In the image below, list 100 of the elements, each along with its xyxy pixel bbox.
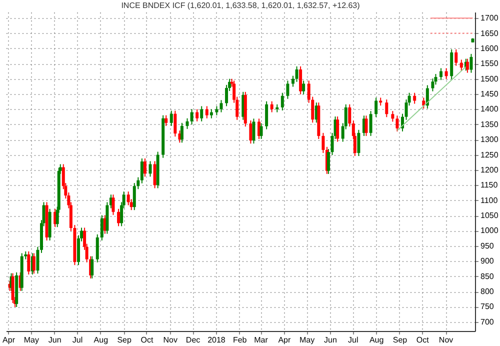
y-tick-label: 750 — [480, 302, 494, 312]
candlestick — [364, 115, 368, 136]
candlestick — [265, 100, 268, 130]
candlestick — [454, 48, 458, 66]
candlestick — [431, 78, 434, 92]
y-tick-label: 1200 — [480, 165, 499, 174]
x-tick-label: Sep — [392, 336, 408, 344]
candlestick — [96, 234, 99, 263]
candlestick — [357, 129, 360, 157]
candlestick — [295, 66, 298, 82]
candlestick — [260, 122, 263, 140]
candlestick — [36, 246, 40, 274]
candlestick — [32, 252, 36, 274]
candlestick — [299, 66, 302, 95]
candlestick — [220, 100, 223, 113]
candlestick — [413, 92, 416, 104]
y-tick-label: 1150 — [480, 180, 498, 190]
candlestick — [391, 110, 394, 122]
x-tick-label: Jun — [324, 336, 337, 344]
x-tick-label: Apr — [2, 336, 16, 344]
candlestick — [140, 158, 144, 184]
candlestick — [153, 160, 156, 189]
y-tick-label: 1250 — [480, 150, 499, 160]
candlestick — [148, 160, 152, 178]
y-tick-label: 850 — [480, 272, 494, 281]
y-tick-label: 1650 — [480, 28, 499, 38]
y-tick-label: 1700 — [480, 14, 499, 23]
candlestick — [444, 68, 448, 80]
candlestick — [100, 214, 104, 241]
x-tick-label: Feb — [232, 336, 248, 344]
candlestick — [190, 108, 194, 125]
candlestick — [440, 68, 443, 81]
x-tick-label: Nov — [438, 336, 454, 344]
candlestick — [348, 104, 352, 128]
x-tick-label: Jul — [348, 336, 358, 344]
candlestick — [291, 75, 294, 88]
candlestick — [302, 80, 306, 95]
candlestick — [426, 84, 429, 110]
y-tick-label: 1050 — [480, 211, 499, 220]
y-tick-label: 1300 — [480, 135, 499, 144]
y-tick-label: 700 — [480, 317, 494, 326]
candlestick — [252, 118, 256, 144]
candlestick — [369, 110, 372, 136]
candlestick — [164, 114, 168, 126]
chart-title: INCE BNDEX ICF (1,620.01, 1,633.58, 1,620.01, 1,632.57, +12.63) — [121, 1, 360, 10]
candlestick — [336, 116, 340, 142]
candlestick — [286, 80, 290, 100]
candlestick — [112, 194, 115, 216]
candlestick — [460, 59, 463, 72]
candlestick — [186, 118, 189, 130]
x-tick-label: Jul — [72, 336, 83, 344]
candlestick — [374, 97, 378, 118]
candlestick — [422, 97, 426, 110]
y-tick-label: 950 — [480, 241, 494, 250]
x-tick-label: Jun — [48, 336, 62, 344]
candlestick — [205, 106, 208, 119]
x-tick-label: Aug — [94, 336, 108, 344]
x-tick-label: May — [300, 336, 315, 344]
candlestick — [249, 120, 252, 144]
y-tick-label: 1600 — [480, 44, 499, 53]
y-tick-label: 800 — [480, 287, 494, 296]
candlestick — [470, 53, 473, 74]
candlestick — [210, 108, 213, 119]
candlestick — [143, 158, 146, 178]
x-tick-label: Dec — [186, 336, 200, 344]
y-tick-label: 1450 — [480, 90, 499, 99]
x-tick-label: Aug — [369, 336, 384, 344]
y-tick-label: 900 — [480, 256, 494, 266]
candlestick — [27, 250, 30, 275]
x-tick-label: May — [24, 336, 39, 344]
candlestick — [396, 115, 399, 132]
candlestick — [180, 122, 184, 144]
candlestick — [117, 208, 120, 227]
y-tick-label: 1100 — [480, 196, 498, 205]
y-tick-label: 1500 — [480, 74, 499, 84]
candlestick — [215, 106, 218, 116]
candlestick — [170, 110, 173, 126]
candlestick — [385, 98, 388, 118]
candlestick — [90, 256, 94, 279]
candlestick — [174, 110, 177, 138]
candlestick — [258, 118, 261, 140]
y-tick-label: 1400 — [480, 104, 499, 114]
candlestick — [326, 148, 330, 174]
y-tick-label: 1550 — [480, 59, 499, 68]
x-tick-label: 2018 — [208, 336, 226, 344]
x-tick-label: Oct — [140, 336, 154, 344]
x-tick-label: Oct — [416, 336, 430, 344]
y-tick-label: 1350 — [480, 120, 499, 129]
candlestick — [466, 58, 469, 74]
candlestick — [270, 100, 274, 113]
x-tick-label: Sep — [117, 336, 132, 344]
y-tick-label: 1000 — [480, 226, 499, 236]
candlestick — [280, 92, 284, 111]
candlestick — [126, 191, 130, 206]
x-tick-label: Apr — [278, 336, 291, 344]
candlestick — [322, 132, 325, 154]
x-tick-label: Nov — [163, 336, 178, 344]
candlestick — [196, 108, 199, 122]
candlestick — [200, 106, 204, 122]
x-tick-label: Mar — [254, 336, 268, 344]
